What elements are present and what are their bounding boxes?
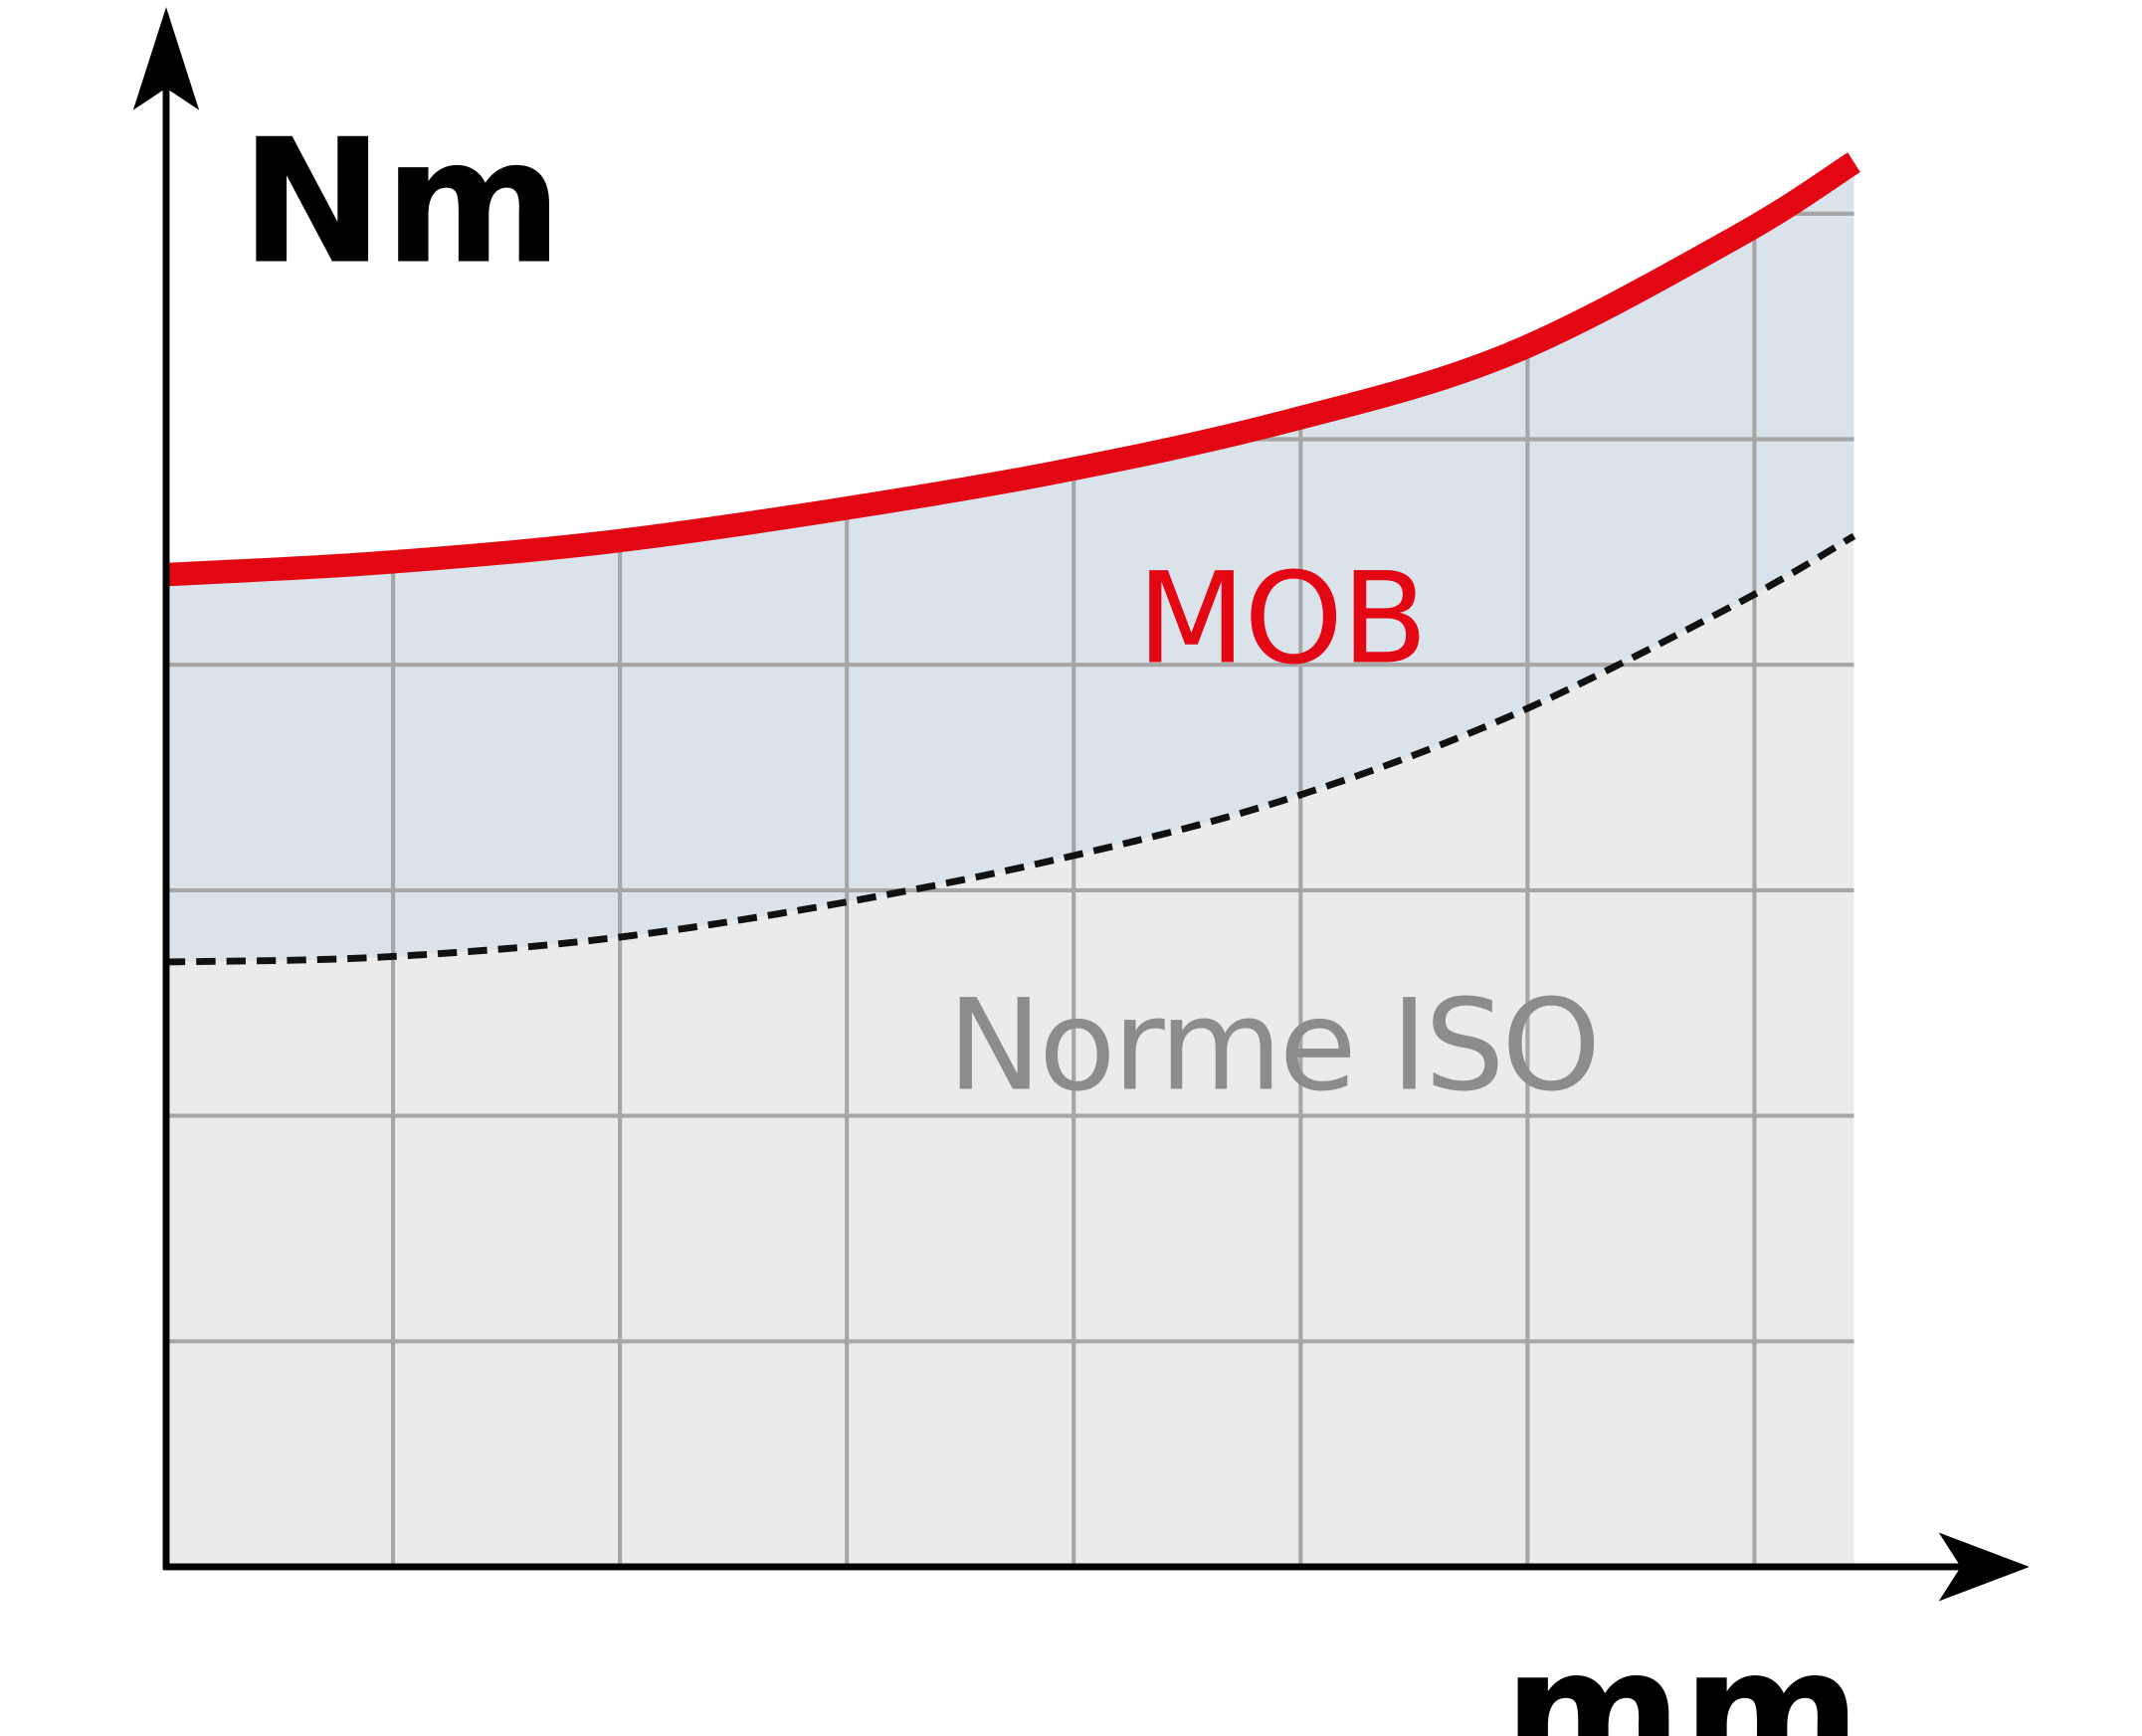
y-axis-arrow <box>132 7 200 110</box>
x-axis-arrow <box>1938 1532 2030 1602</box>
series-line-mob <box>165 152 1860 587</box>
x-axis-label: mm <box>1503 1613 1861 1736</box>
series-label-norme-iso: Norme ISO <box>947 972 1601 1119</box>
y-axis-label: Nm <box>241 101 563 301</box>
series-label-mob: MOB <box>1137 544 1429 691</box>
series-line-norme-iso <box>165 532 1856 966</box>
area-norme-iso <box>165 535 1854 1567</box>
